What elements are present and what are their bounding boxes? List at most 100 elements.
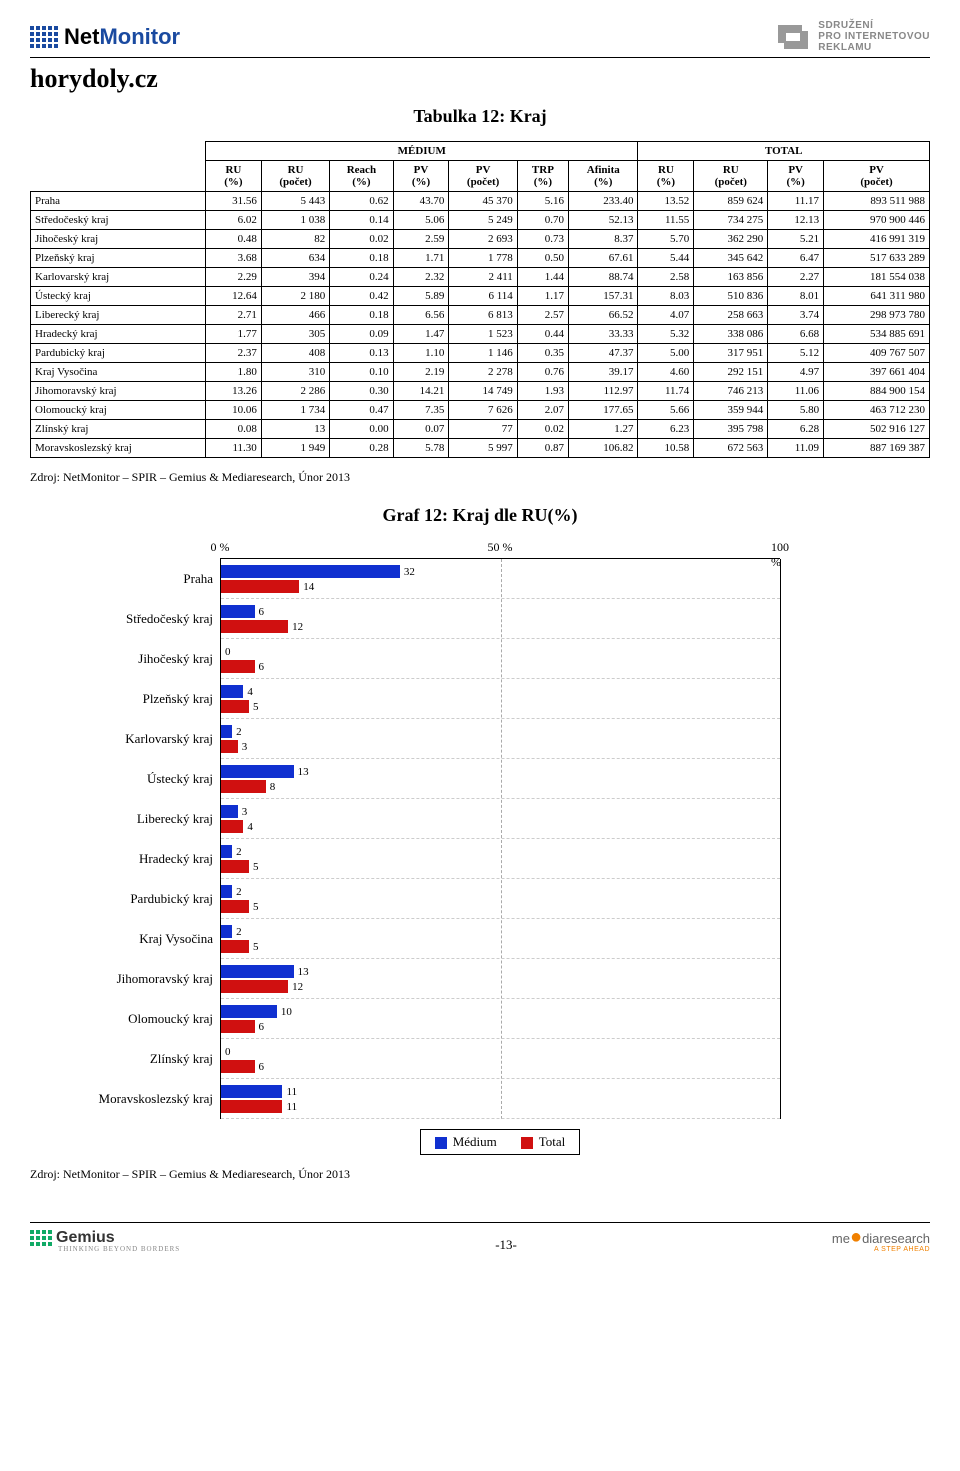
cell: 2.37	[206, 344, 262, 363]
logo-text-monitor: Monitor	[99, 24, 180, 49]
bar-value: 5	[249, 861, 259, 873]
cell: 305	[261, 325, 329, 344]
row-label: Pardubický kraj	[31, 344, 206, 363]
logo-text-net: Net	[64, 24, 99, 49]
row-label: Praha	[31, 192, 206, 211]
cell: 0.35	[517, 344, 568, 363]
legend-total: Total	[521, 1134, 566, 1150]
cell: 88.74	[569, 268, 638, 287]
cell: 4.97	[768, 363, 824, 382]
table-row: Hradecký kraj1.773050.091.471 5230.4433.…	[31, 325, 930, 344]
cell: 45 370	[449, 192, 517, 211]
cell: 3.74	[768, 306, 824, 325]
cell: 0.50	[517, 249, 568, 268]
cell: 2.19	[393, 363, 449, 382]
table-row: Kraj Vysočina1.803100.102.192 2780.7639.…	[31, 363, 930, 382]
bar-total: 14	[221, 580, 299, 593]
gridline-100	[780, 559, 781, 1119]
row-label: Olomoucký kraj	[31, 401, 206, 420]
cell: 11.55	[638, 211, 694, 230]
cell: 5.78	[393, 439, 449, 458]
cell: 177.65	[569, 401, 638, 420]
bar-medium: 2	[221, 845, 232, 858]
cell: 8.01	[768, 287, 824, 306]
column-header: RU(%)	[206, 161, 262, 192]
cell: 416 991 319	[824, 230, 930, 249]
cell: 8.37	[569, 230, 638, 249]
page-header: NetMonitor SDRUŽENÍ PRO INTERNETOVOU REK…	[30, 20, 930, 58]
cell: 6.68	[768, 325, 824, 344]
cell: 634	[261, 249, 329, 268]
bar-value: 0	[221, 1046, 231, 1058]
chart-row: Plzeňský kraj45	[221, 679, 780, 719]
chart-row: Liberecký kraj34	[221, 799, 780, 839]
cell: 0.47	[330, 401, 393, 420]
row-label: Liberecký kraj	[31, 306, 206, 325]
cell: 859 624	[694, 192, 768, 211]
cell: 359 944	[694, 401, 768, 420]
chart-row: Kraj Vysočina25	[221, 919, 780, 959]
spir-line2: PRO INTERNETOVOU	[818, 31, 930, 42]
cell: 0.10	[330, 363, 393, 382]
cell: 397 661 404	[824, 363, 930, 382]
table-body: Praha31.565 4430.6243.7045 3705.16233.40…	[31, 192, 930, 458]
page-footer: Gemius THINKING BEYOND BORDERS -13- me●d…	[30, 1222, 930, 1253]
column-header: TRP(%)	[517, 161, 568, 192]
cell: 31.56	[206, 192, 262, 211]
cell: 82	[261, 230, 329, 249]
bar-medium: 4	[221, 685, 243, 698]
table-title: Tabulka 12: Kraj	[30, 106, 930, 127]
bar-medium: 2	[221, 925, 232, 938]
row-label: Karlovarský kraj	[31, 268, 206, 287]
bar-chart: 0 %50 %100 % Praha3214Středočeský kraj61…	[220, 540, 780, 1155]
table-row: Praha31.565 4430.6243.7045 3705.16233.40…	[31, 192, 930, 211]
cell: 408	[261, 344, 329, 363]
mr-sub: A STEP AHEAD	[832, 1246, 930, 1253]
table-row: Zlínský kraj0.08130.000.07770.021.276.23…	[31, 420, 930, 439]
cell: 4.60	[638, 363, 694, 382]
spir-icon	[776, 23, 810, 51]
cell: 67.61	[569, 249, 638, 268]
row-label: Hradecký kraj	[31, 325, 206, 344]
cell: 66.52	[569, 306, 638, 325]
cell: 0.18	[330, 249, 393, 268]
bar-value: 4	[243, 686, 253, 698]
axis-tick: 0 %	[211, 540, 230, 555]
chart-row-label: Karlovarský kraj	[41, 731, 221, 747]
cell: 2 286	[261, 382, 329, 401]
cell: 6.23	[638, 420, 694, 439]
bar-total: 6	[221, 660, 255, 673]
chart-row-label: Praha	[41, 571, 221, 587]
cell: 338 086	[694, 325, 768, 344]
cell: 887 169 387	[824, 439, 930, 458]
cell: 0.76	[517, 363, 568, 382]
column-header: RU(%)	[638, 161, 694, 192]
bar-value: 5	[249, 941, 259, 953]
cell: 2 278	[449, 363, 517, 382]
chart-row-label: Liberecký kraj	[41, 811, 221, 827]
column-header: Reach(%)	[330, 161, 393, 192]
chart-row-label: Jihočeský kraj	[41, 651, 221, 667]
column-header: RU(počet)	[694, 161, 768, 192]
cell: 970 900 446	[824, 211, 930, 230]
cell: 362 290	[694, 230, 768, 249]
bar-value: 11	[282, 1101, 297, 1113]
bar-value: 14	[299, 581, 314, 593]
cell: 12.64	[206, 287, 262, 306]
row-label: Zlínský kraj	[31, 420, 206, 439]
bar-total: 8	[221, 780, 266, 793]
cell: 1.77	[206, 325, 262, 344]
cell: 6.56	[393, 306, 449, 325]
bar-total: 12	[221, 980, 288, 993]
spir-line3: REKLAMU	[818, 42, 930, 53]
cell: 39.17	[569, 363, 638, 382]
chart-row-label: Středočeský kraj	[41, 611, 221, 627]
gemius-sub: THINKING BEYOND BORDERS	[58, 1245, 180, 1253]
cell: 5.16	[517, 192, 568, 211]
cell: 0.08	[206, 420, 262, 439]
row-label: Kraj Vysočina	[31, 363, 206, 382]
cell: 6.28	[768, 420, 824, 439]
netmonitor-logo: NetMonitor	[30, 24, 180, 50]
site-title: horydoly.cz	[30, 64, 930, 94]
column-header: PV(počet)	[449, 161, 517, 192]
